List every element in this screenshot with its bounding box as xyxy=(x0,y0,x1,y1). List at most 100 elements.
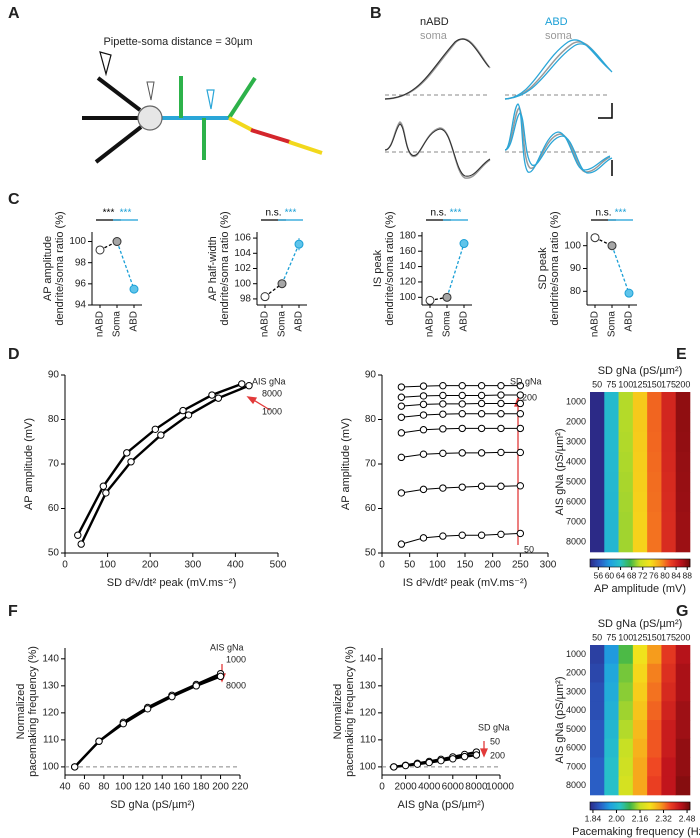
y-tick-label: 50 xyxy=(48,548,60,559)
point xyxy=(449,755,457,763)
x-tick-label: 60 xyxy=(79,782,91,793)
colorbar-segment xyxy=(683,802,686,810)
colorbar-segment xyxy=(666,559,668,567)
colorbar-tick-label: 2.48 xyxy=(679,813,696,823)
point xyxy=(419,426,428,434)
significance-label: n.s. xyxy=(595,208,611,219)
heatmap-cell xyxy=(647,472,662,493)
point xyxy=(439,484,447,492)
colorbar-tick-label: 2.16 xyxy=(632,813,649,823)
annotation: AIS gNa xyxy=(252,376,286,386)
colorbar-segment xyxy=(662,559,665,567)
heatmap-cell xyxy=(604,663,619,683)
point xyxy=(497,410,505,418)
colorbar-segment xyxy=(680,802,682,810)
point xyxy=(516,482,525,490)
heatmap-cell xyxy=(661,776,677,796)
y-tick-label: 80 xyxy=(48,414,60,425)
colorbar-segment xyxy=(633,559,636,567)
colorbar-tick-label: 60 xyxy=(605,570,615,580)
colorbar-segment xyxy=(638,802,641,810)
point xyxy=(458,381,466,390)
x-tick-label: nABD xyxy=(590,311,601,337)
row-label: 1000 xyxy=(566,649,586,659)
x-tick-label: ABD xyxy=(459,311,470,332)
point xyxy=(516,448,525,457)
colorbar-segment xyxy=(636,802,638,810)
point xyxy=(477,391,486,400)
colorbar-segment xyxy=(661,802,663,810)
point xyxy=(419,392,428,400)
colorbar-segment xyxy=(646,802,648,810)
colorbar-segment xyxy=(623,802,626,810)
panel-label: G xyxy=(676,603,688,620)
colorbar-segment xyxy=(675,559,677,567)
point xyxy=(151,425,160,433)
point xyxy=(192,682,200,690)
colorbar-segment xyxy=(600,802,602,810)
y-tick-label: 110 xyxy=(360,735,376,746)
colorbar-segment xyxy=(628,802,631,810)
colorbar-segment xyxy=(632,559,635,567)
point xyxy=(277,279,287,289)
colorbar-segment xyxy=(673,802,676,810)
connector xyxy=(116,241,135,290)
colorbar-segment xyxy=(597,802,600,810)
point xyxy=(439,400,447,408)
y-tick-label: 70 xyxy=(48,459,60,470)
colorbar-segment xyxy=(628,559,631,567)
y-tick-label: 140 xyxy=(399,261,416,272)
heatmap-cell xyxy=(618,682,634,702)
branch xyxy=(227,76,257,120)
x-tick-label: 100 xyxy=(429,560,446,571)
colorbar-segment xyxy=(635,559,637,567)
heatmap-cell xyxy=(618,720,634,740)
y-axis-label: dendrite/soma ratio (%) xyxy=(384,211,396,325)
y-axis-label: AP half-width xyxy=(207,236,219,301)
heatmap-cell xyxy=(647,492,662,513)
heatmap-cell xyxy=(661,682,677,702)
colorbar-segment xyxy=(632,802,635,810)
point xyxy=(401,761,410,770)
colorbar-segment xyxy=(625,559,627,567)
colorbar-segment xyxy=(687,802,690,810)
point xyxy=(458,400,466,408)
colorbar-segment xyxy=(685,802,687,810)
y-tick-label: 180 xyxy=(399,230,416,241)
heatmap-cell xyxy=(604,532,619,553)
point xyxy=(419,411,428,419)
heatmap-cell xyxy=(604,720,619,740)
point xyxy=(458,410,466,418)
trace xyxy=(504,103,611,173)
x-tick-label: 160 xyxy=(173,782,190,793)
x-axis-label: SD gNa (pS/µm²) xyxy=(598,365,683,377)
y-tick-label: 98 xyxy=(75,257,87,268)
trace xyxy=(384,38,491,100)
pipette xyxy=(206,89,215,110)
point xyxy=(497,482,505,490)
heatmap-cell xyxy=(661,452,677,473)
colorbar-segment xyxy=(611,802,613,810)
colorbar-segment xyxy=(652,802,655,810)
column-label: 175 xyxy=(661,632,676,642)
heatmap-cell xyxy=(590,682,605,702)
heatmap-cell xyxy=(675,645,691,665)
y-tick-label: 120 xyxy=(359,707,376,718)
colorbar-segment xyxy=(678,559,681,567)
x-axis-label: IS d²v/dt² peak (mV.ms⁻²) xyxy=(403,577,528,589)
trace xyxy=(504,107,611,173)
colorbar-segment xyxy=(673,559,676,567)
x-tick-label: 220 xyxy=(232,782,249,793)
colorbar-segment xyxy=(651,559,653,567)
heatmap-cell xyxy=(618,645,634,665)
column-label: 175 xyxy=(661,379,676,389)
colorbar-segment xyxy=(665,802,667,810)
column-label: 100 xyxy=(618,632,633,642)
heatmap-cell xyxy=(590,492,605,513)
colorbar-segment xyxy=(650,802,652,810)
y-axis-label: IS peak xyxy=(372,249,384,287)
point xyxy=(472,751,481,759)
heatmap-cell xyxy=(661,412,677,433)
y-axis-label: AP amplitude (mV) xyxy=(340,418,352,510)
point xyxy=(439,425,447,433)
